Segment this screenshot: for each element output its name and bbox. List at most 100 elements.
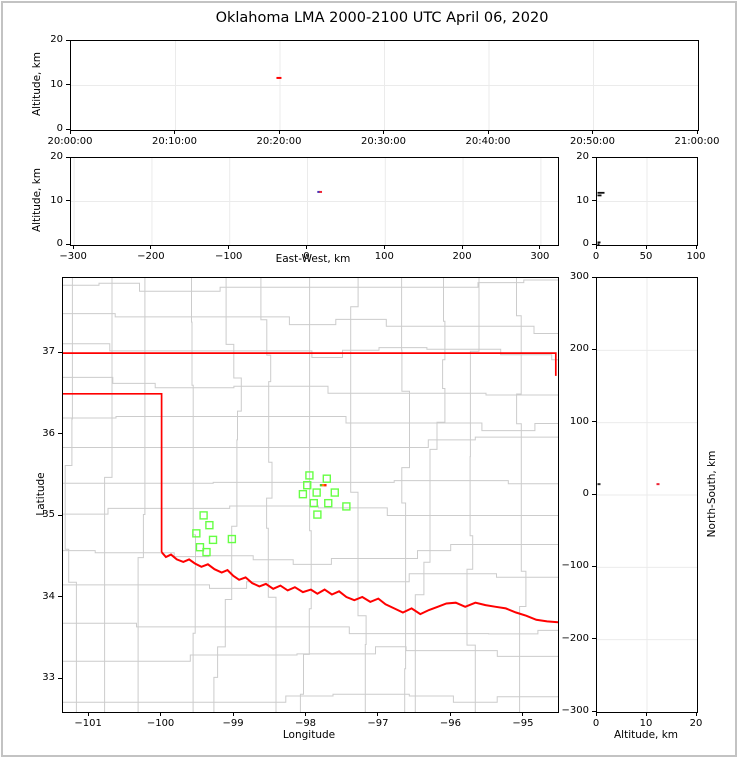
- x-tick: [461, 245, 463, 249]
- y-tick-label: 100: [569, 415, 589, 427]
- x-tick-label: 20:00:00: [47, 136, 93, 147]
- y-tick-label: 20: [50, 151, 63, 162]
- x-tick-label: 200: [452, 251, 472, 262]
- y-tick: [66, 156, 70, 158]
- x-tick-label: 0: [592, 251, 600, 262]
- y-tick-label: 35: [42, 509, 55, 521]
- y-tick-label: −300: [561, 705, 589, 716]
- panel-time-height: [70, 40, 699, 131]
- x-tick: [383, 245, 385, 249]
- x-tick: [72, 245, 74, 249]
- y-tick: [58, 351, 62, 353]
- y-tick-label: 0: [56, 238, 63, 249]
- panel-ew-height: [70, 157, 559, 246]
- panel-plan-view: [62, 277, 559, 713]
- x-tick: [87, 712, 89, 716]
- x-tick-label: −300: [59, 251, 87, 262]
- ew-height-ylabel: Altitude, km: [31, 167, 43, 233]
- x-tick: [592, 130, 593, 134]
- y-tick-label: 34: [42, 590, 55, 602]
- x-tick-label: −97: [367, 718, 389, 729]
- y-tick-label: −200: [561, 632, 589, 644]
- y-tick: [592, 710, 596, 712]
- x-tick-label: 50: [639, 251, 653, 262]
- x-tick: [595, 245, 597, 249]
- y-tick-label: 0: [582, 238, 589, 249]
- x-tick-label: 20:30:00: [361, 136, 406, 147]
- x-tick-label: 20:20:00: [256, 136, 302, 147]
- y-tick-label: 0: [56, 123, 63, 134]
- x-tick: [278, 130, 280, 134]
- y-tick: [592, 156, 596, 158]
- x-tick-label: 20:10:00: [152, 136, 197, 147]
- map-xlabel: Longitude: [282, 729, 336, 741]
- y-tick: [66, 84, 70, 85]
- x-tick: [305, 245, 307, 249]
- y-tick-label: 300: [569, 271, 589, 282]
- x-tick-label: −101: [74, 718, 102, 729]
- y-tick: [592, 421, 596, 423]
- y-tick-label: 36: [42, 427, 55, 439]
- x-tick-label: 100: [686, 251, 706, 262]
- x-tick: [228, 245, 230, 249]
- x-tick: [383, 130, 384, 134]
- y-tick: [66, 39, 70, 41]
- time-height-ylabel: Altitude, km: [31, 51, 43, 117]
- y-tick: [58, 596, 62, 598]
- x-tick-label: 20: [689, 718, 703, 729]
- y-tick-label: 20: [576, 151, 589, 162]
- x-tick: [174, 130, 175, 134]
- y-tick-label: 10: [576, 194, 589, 206]
- x-tick: [695, 712, 697, 716]
- y-tick-label: 37: [42, 346, 55, 358]
- x-tick-label: 21:00:00: [674, 136, 720, 147]
- plot-title: Oklahoma LMA 2000-2100 UTC April 06, 202…: [215, 10, 549, 26]
- x-tick: [449, 712, 451, 716]
- ns-height-xlabel: Altitude, km: [613, 729, 679, 741]
- y-tick-label: 0: [582, 488, 589, 499]
- y-tick: [66, 243, 70, 245]
- y-tick-label: 200: [569, 343, 589, 355]
- x-tick-label: −100: [214, 251, 243, 262]
- ew-height-plot-area: [71, 158, 558, 245]
- x-tick-label: 0: [592, 718, 600, 729]
- x-tick-label: −200: [137, 251, 165, 262]
- time-height-plot-area: [71, 41, 698, 130]
- y-tick: [66, 128, 70, 130]
- y-tick: [592, 243, 596, 245]
- y-tick: [592, 348, 596, 350]
- x-tick: [305, 712, 306, 716]
- x-tick-label: −96: [439, 718, 462, 729]
- y-tick: [66, 200, 70, 201]
- x-tick: [232, 712, 234, 716]
- panel-ns-height: [596, 277, 698, 713]
- ns-height-plot-area: [597, 278, 697, 712]
- x-tick-label: −98: [294, 718, 317, 729]
- y-tick-label: 10: [50, 194, 63, 206]
- x-tick: [645, 245, 647, 249]
- y-tick-label: 20: [50, 34, 63, 45]
- x-tick: [487, 130, 489, 134]
- x-tick: [645, 712, 647, 716]
- y-tick: [58, 677, 62, 679]
- x-tick-label: 300: [530, 251, 550, 262]
- x-tick-label: 20:50:00: [570, 136, 615, 147]
- x-tick-label: 10: [639, 718, 653, 729]
- x-tick: [696, 130, 698, 134]
- x-tick: [695, 245, 697, 249]
- x-tick-label: −95: [512, 718, 534, 729]
- x-tick: [150, 245, 152, 249]
- alt-histogram-plot-area: [597, 158, 697, 245]
- y-tick-label: −100: [561, 560, 589, 572]
- x-tick-label: 20:40:00: [465, 136, 511, 147]
- x-tick: [69, 130, 71, 134]
- x-tick-label: 100: [374, 251, 394, 262]
- x-tick-label: −100: [146, 718, 175, 729]
- y-tick: [58, 433, 62, 435]
- ew-height-xlabel: East-West, km: [275, 253, 351, 265]
- y-tick: [58, 514, 62, 516]
- x-tick-label: 0: [303, 251, 310, 262]
- x-tick: [522, 712, 524, 716]
- y-tick: [592, 565, 596, 567]
